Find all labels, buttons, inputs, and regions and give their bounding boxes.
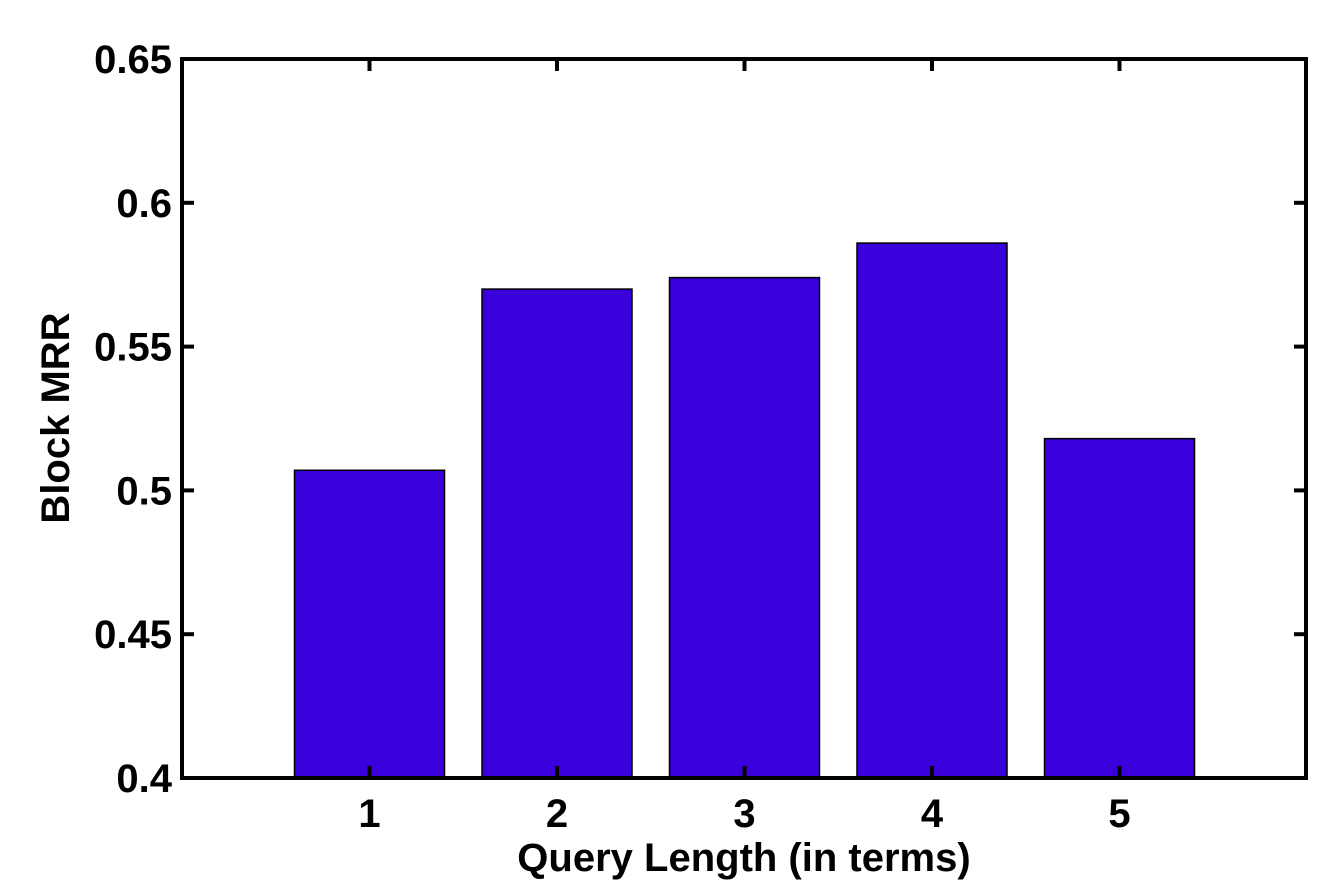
x-tick-label: 3: [733, 792, 755, 836]
y-tick-label: 0.6: [116, 182, 172, 226]
y-tick-label: 0.65: [94, 38, 172, 82]
x-tick-labels: 1 2 3 4 5: [358, 792, 1130, 836]
x-tick-label: 5: [1108, 792, 1130, 836]
bar-5: [1043, 437, 1196, 779]
x-axis-label: Query Length (in terms): [517, 836, 970, 880]
bars-group: [293, 242, 1196, 779]
bar-4: [856, 242, 1008, 779]
x-tick-label: 4: [921, 792, 944, 836]
y-tick-label: 0.4: [116, 757, 172, 801]
y-tick-labels: 0.4 0.45 0.5 0.55 0.6 0.65: [94, 38, 173, 801]
bar-2: [481, 288, 633, 779]
y-tick-label: 0.45: [94, 613, 172, 657]
bar-3: [668, 276, 821, 779]
y-axis-label: Block MRR: [34, 312, 78, 523]
y-tick-label: 0.5: [116, 469, 172, 513]
y-tick-label: 0.55: [94, 326, 172, 370]
plot-frame: [180, 57, 1308, 780]
x-tick-label: 1: [358, 792, 380, 836]
x-tick-label: 2: [546, 792, 568, 836]
bar-1: [293, 469, 446, 779]
